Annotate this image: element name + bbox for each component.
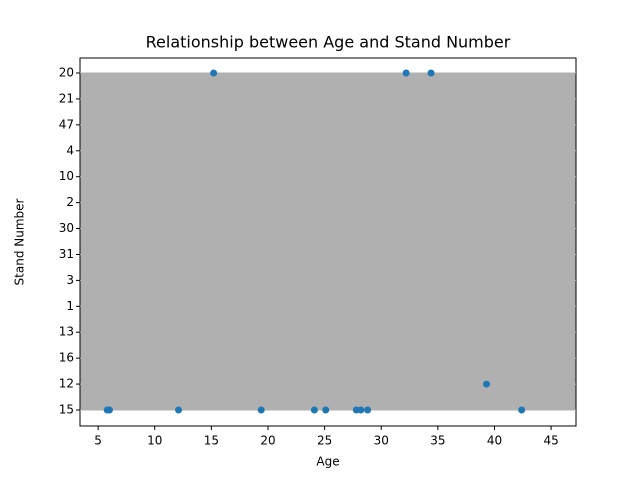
y-tick-label: 3 (66, 273, 74, 287)
y-tick-label: 20 (59, 66, 74, 80)
x-tick-label: 35 (430, 434, 445, 448)
x-tick-label: 25 (317, 434, 332, 448)
point (210, 69, 218, 77)
axes-frame (79, 57, 577, 427)
chart-title: Relationship between Age and Stand Numbe… (146, 33, 511, 52)
point (402, 69, 410, 77)
x-tick-label: 20 (260, 434, 275, 448)
y-tick-label: 31 (59, 247, 74, 261)
point (105, 406, 113, 414)
point (518, 406, 526, 414)
point (257, 406, 265, 414)
x-tick-label: 40 (487, 434, 502, 448)
x-tick-label: 30 (374, 434, 389, 448)
x-tick-label: 10 (147, 434, 162, 448)
y-tick-label: 13 (59, 325, 74, 339)
y-tick-label: 16 (59, 351, 74, 365)
dense-grid (80, 73, 576, 410)
y-tick-label: 4 (66, 143, 74, 157)
point (310, 406, 318, 414)
y-tick-label: 15 (59, 403, 74, 417)
y-tick-label: 1 (66, 299, 74, 313)
point (322, 406, 330, 414)
x-axis-label: Age (316, 455, 339, 469)
x-tick-label: 45 (543, 434, 558, 448)
x-tick-label: 15 (204, 434, 219, 448)
point (357, 406, 365, 414)
point (175, 406, 183, 414)
y-tick-label: 12 (59, 377, 74, 391)
point (427, 69, 435, 77)
y-tick-label: 30 (59, 221, 74, 235)
y-tick-label: 2 (66, 195, 74, 209)
y-tick-label: 21 (59, 91, 74, 105)
x-tick-label: 5 (94, 434, 102, 448)
y-tick-label: 10 (59, 169, 74, 183)
y-tick-label: 47 (59, 117, 74, 131)
point (483, 380, 491, 388)
point (364, 406, 372, 414)
y-axis-label: Stand Number (13, 198, 27, 285)
